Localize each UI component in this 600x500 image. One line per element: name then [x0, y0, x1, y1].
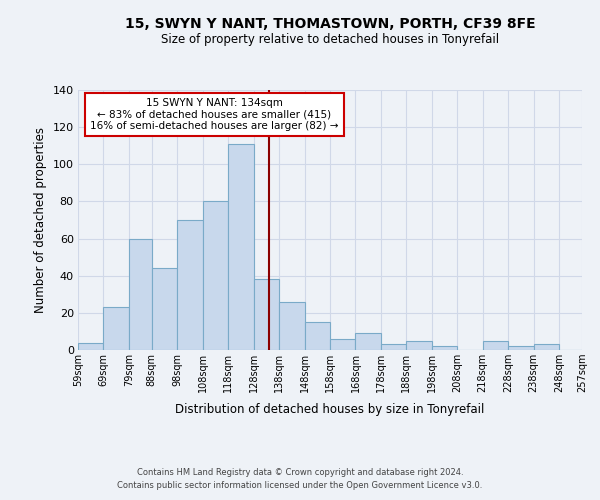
Bar	[406, 340, 432, 350]
Text: Contains public sector information licensed under the Open Government Licence v3: Contains public sector information licen…	[118, 480, 482, 490]
Bar	[78, 342, 103, 350]
X-axis label: Distribution of detached houses by size in Tonyrefail: Distribution of detached houses by size …	[175, 404, 485, 416]
Bar	[279, 302, 305, 350]
Bar	[381, 344, 406, 350]
Bar	[228, 144, 254, 350]
Bar	[129, 238, 152, 350]
Text: 15, SWYN Y NANT, THOMASTOWN, PORTH, CF39 8FE: 15, SWYN Y NANT, THOMASTOWN, PORTH, CF39…	[125, 18, 535, 32]
Bar	[203, 202, 228, 350]
Bar	[508, 346, 533, 350]
Bar	[177, 220, 203, 350]
Text: 15 SWYN Y NANT: 134sqm
← 83% of detached houses are smaller (415)
16% of semi-de: 15 SWYN Y NANT: 134sqm ← 83% of detached…	[90, 98, 338, 131]
Bar	[432, 346, 457, 350]
Bar	[355, 334, 381, 350]
Bar	[152, 268, 177, 350]
Y-axis label: Number of detached properties: Number of detached properties	[34, 127, 47, 313]
Bar	[533, 344, 559, 350]
Bar	[254, 280, 279, 350]
Bar	[330, 339, 355, 350]
Bar	[305, 322, 330, 350]
Bar	[483, 340, 508, 350]
Text: Contains HM Land Registry data © Crown copyright and database right 2024.: Contains HM Land Registry data © Crown c…	[137, 468, 463, 477]
Bar	[103, 308, 129, 350]
Text: Size of property relative to detached houses in Tonyrefail: Size of property relative to detached ho…	[161, 34, 499, 46]
